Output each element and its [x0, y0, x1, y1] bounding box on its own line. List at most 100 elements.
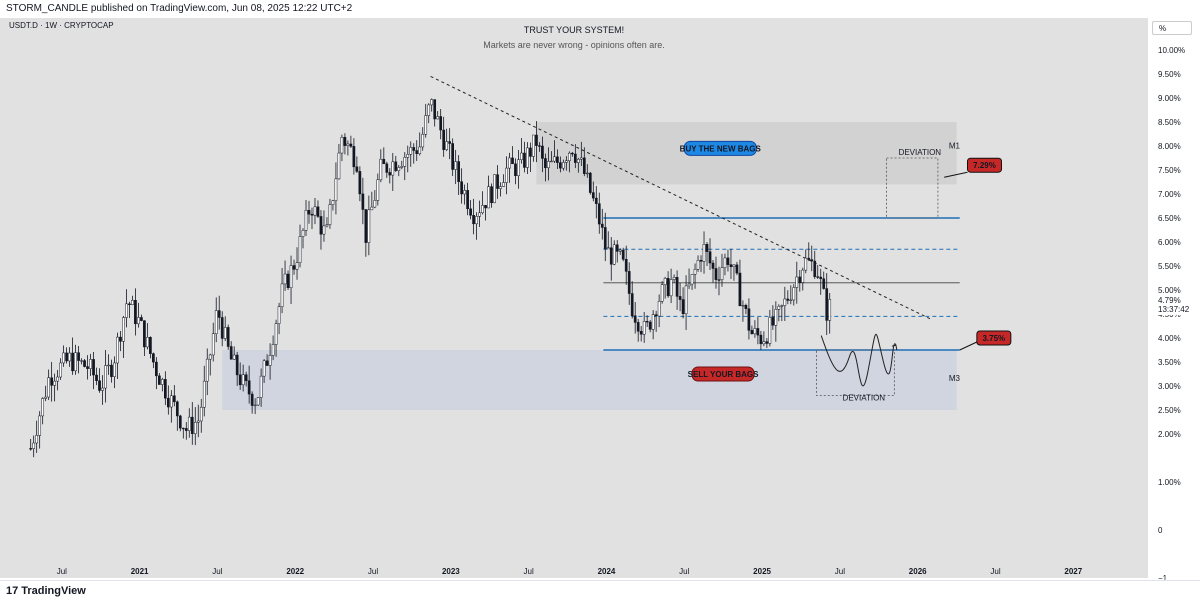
percent-scale-button[interactable]: % [1152, 21, 1192, 35]
chart-pane[interactable] [0, 18, 1148, 578]
candle-body [358, 171, 362, 195]
candle-body [544, 158, 547, 169]
time-tick: 2022 [286, 567, 304, 576]
price-tick: 5.50% [1158, 262, 1181, 271]
candle-body [301, 230, 305, 237]
candle-body [238, 374, 242, 386]
candle-body [810, 259, 814, 262]
candle-body [783, 298, 787, 306]
projection-arrow-icon [891, 344, 898, 351]
time-tick: 2023 [442, 567, 460, 576]
candle-body [193, 422, 197, 434]
candle-body [726, 257, 730, 265]
candle-body [708, 251, 712, 264]
candle-body [223, 327, 227, 339]
candle-body [532, 134, 535, 157]
brand-name: TradingView [21, 585, 86, 597]
candle-body [355, 166, 359, 172]
countdown: 13:37:42 [1158, 305, 1190, 314]
candle-body [496, 174, 499, 189]
price-tick: 7.00% [1158, 190, 1181, 199]
candle-body [672, 277, 676, 280]
candle-body [562, 162, 565, 169]
published-line: STORM_CANDLE published on TradingView.co… [6, 3, 353, 14]
tradingview-logo[interactable]: 17 TradingView [6, 585, 86, 597]
candle-body [274, 323, 278, 345]
candle-body [169, 395, 173, 408]
candle-body [256, 397, 260, 406]
candle-body [292, 265, 296, 270]
candle-body [460, 181, 463, 195]
candle-body [738, 272, 742, 307]
candle-body [190, 416, 194, 434]
candle-body [463, 190, 466, 195]
candle-body [325, 224, 329, 227]
candle-body [469, 208, 472, 216]
candle-body [529, 147, 532, 157]
target-high-pointer [944, 171, 968, 178]
deviation-box-bottom [816, 349, 895, 396]
candle-body [175, 401, 179, 417]
symbol-label: USDT.D · 1W · CRYPTOCAP [9, 21, 114, 30]
candle-body [92, 359, 95, 376]
time-tick: Jul [368, 567, 378, 576]
target-high-label: 7.29% [973, 161, 996, 170]
candle-body [699, 260, 703, 262]
candle-body [591, 192, 595, 199]
candle-body [436, 116, 440, 120]
candle-body [217, 310, 221, 318]
candle-body [514, 163, 517, 176]
candle-body [280, 283, 284, 307]
candle-body [813, 260, 817, 277]
candle-body [98, 380, 101, 391]
candle-body [466, 190, 469, 210]
candle-body [391, 161, 395, 176]
candle-body [340, 137, 344, 154]
candle-body [161, 379, 164, 385]
candle-body [771, 317, 775, 326]
candle-body [568, 152, 571, 162]
candle-body [418, 146, 422, 154]
time-tick: 2027 [1064, 567, 1082, 576]
candle-body [660, 284, 664, 302]
price-tick: 3.50% [1158, 358, 1181, 367]
target-high-badge [966, 157, 1002, 173]
candle-body [313, 206, 317, 216]
candle-body [394, 161, 398, 171]
sell-label: SELL YOUR BAGS [688, 370, 759, 379]
candle-body [143, 320, 146, 348]
candle-body [110, 364, 113, 377]
candle-body [615, 244, 619, 252]
candle-body [630, 293, 634, 316]
price-tick: 4.00% [1158, 334, 1181, 343]
candle-body [241, 374, 245, 386]
candle-body [199, 406, 203, 422]
candle-body [732, 264, 736, 267]
chart-title: TRUST YOUR SYSTEM! [523, 25, 625, 35]
candle-body [579, 157, 583, 160]
candle-body [520, 152, 523, 160]
candle-body [502, 182, 505, 187]
candle-body [651, 314, 655, 330]
candle-body [490, 186, 493, 204]
candle-body [696, 260, 700, 270]
candle-body [792, 287, 796, 301]
candle-body [343, 137, 347, 146]
projection-curve [820, 333, 897, 387]
candle-body [289, 265, 293, 288]
candle-body [798, 276, 802, 283]
chart-subtitle: Markets are never wrong - opinions often… [483, 40, 665, 50]
price-tick: 10.00% [1158, 46, 1185, 55]
candle-body [262, 360, 266, 377]
candle-body [47, 377, 50, 398]
candle-body [367, 209, 371, 243]
candle-body [786, 298, 790, 301]
candle-body [77, 352, 80, 361]
candle-body [427, 104, 431, 116]
candle-body [801, 269, 805, 283]
candle-body [41, 398, 45, 417]
candle-body [319, 216, 323, 235]
candle-body [283, 273, 287, 285]
candle-body [795, 276, 799, 288]
candle-body [50, 377, 53, 386]
